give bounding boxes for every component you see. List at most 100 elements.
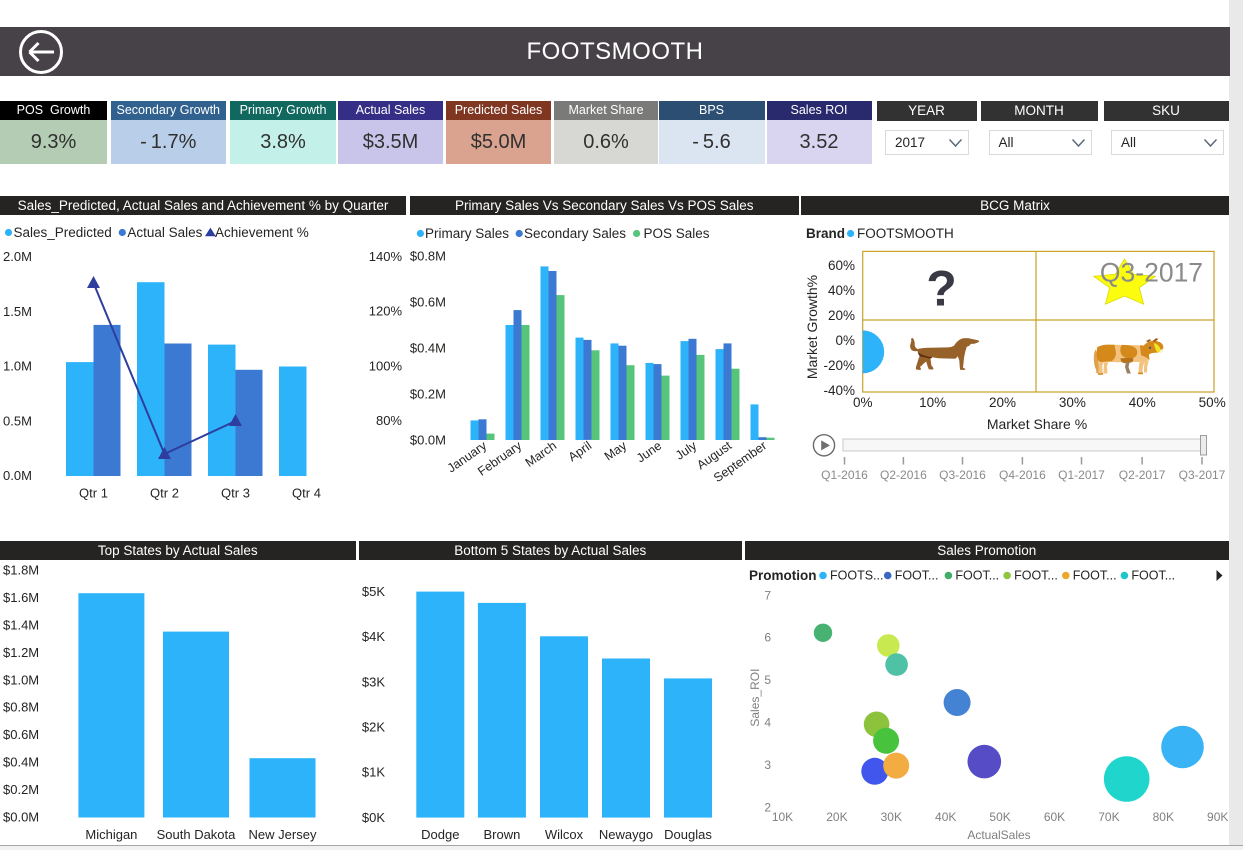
- svg-text:Q1-2017: Q1-2017: [1058, 468, 1105, 482]
- svg-text:$0K: $0K: [362, 810, 385, 825]
- svg-text:$0.0M: $0.0M: [3, 810, 39, 825]
- svg-text:20%: 20%: [989, 395, 1016, 410]
- svg-text:New Jersey: New Jersey: [249, 827, 317, 842]
- svg-text:80K: 80K: [1153, 810, 1174, 824]
- svg-text:50K: 50K: [989, 810, 1010, 824]
- svg-text:40%: 40%: [828, 283, 855, 298]
- svg-text:Sales_ROI: Sales_ROI: [748, 669, 762, 727]
- svg-text:Q3-2016: Q3-2016: [939, 468, 986, 482]
- svg-text:30%: 30%: [1059, 395, 1086, 410]
- svg-text:$0.8M: $0.8M: [3, 700, 39, 715]
- svg-text:Wilcox: Wilcox: [545, 827, 584, 842]
- svg-text:120%: 120%: [369, 304, 403, 319]
- svg-text:Sales_Predicted: Sales_Predicted: [14, 225, 112, 240]
- svg-text:2: 2: [764, 800, 771, 814]
- svg-text:$0.8M: $0.8M: [410, 249, 446, 264]
- svg-text:20%: 20%: [828, 308, 855, 323]
- svg-text:Douglas: Douglas: [664, 827, 712, 842]
- svg-text:80%: 80%: [376, 413, 402, 428]
- svg-text:Q3-2017: Q3-2017: [1179, 468, 1226, 482]
- svg-text:Market Share %: Market Share %: [987, 416, 1087, 432]
- svg-text:Qtr 1: Qtr 1: [79, 486, 108, 501]
- svg-text:Market Growth%: Market Growth%: [804, 275, 820, 379]
- svg-text:Dodge: Dodge: [421, 827, 459, 842]
- svg-text:Michigan: Michigan: [85, 827, 137, 842]
- svg-text:?: ?: [926, 261, 957, 317]
- svg-text:-20%: -20%: [823, 358, 855, 373]
- svg-text:40%: 40%: [1129, 395, 1156, 410]
- svg-text:Q4-2016: Q4-2016: [999, 468, 1046, 482]
- svg-text:20K: 20K: [826, 810, 847, 824]
- svg-text:5: 5: [764, 673, 771, 687]
- svg-text:FOOT...: FOOT...: [1073, 569, 1117, 583]
- svg-text:1.5M: 1.5M: [3, 304, 32, 319]
- svg-text:$0.0M: $0.0M: [410, 433, 446, 448]
- svg-text:140%: 140%: [369, 249, 403, 264]
- svg-text:April: April: [566, 438, 595, 464]
- svg-text:$1.4M: $1.4M: [3, 617, 39, 632]
- svg-text:$4K: $4K: [362, 629, 385, 644]
- svg-text:FOOT...: FOOT...: [1131, 569, 1175, 583]
- svg-text:90K: 90K: [1207, 810, 1228, 824]
- svg-text:Q1-2016: Q1-2016: [821, 468, 868, 482]
- svg-text:Qtr 2: Qtr 2: [150, 486, 179, 501]
- svg-text:POS Sales: POS Sales: [644, 226, 710, 241]
- svg-text:$2K: $2K: [362, 720, 385, 735]
- svg-text:6: 6: [764, 631, 771, 645]
- svg-text:Newaygo: Newaygo: [599, 827, 653, 842]
- svg-text:FOOT...: FOOT...: [955, 569, 999, 583]
- svg-text:May: May: [602, 438, 630, 463]
- svg-text:June: June: [634, 438, 664, 465]
- svg-text:0%: 0%: [853, 395, 873, 410]
- svg-text:Actual Sales: Actual Sales: [127, 225, 202, 240]
- svg-text:60K: 60K: [1044, 810, 1065, 824]
- svg-text:$0.2M: $0.2M: [3, 782, 39, 797]
- svg-text:10K: 10K: [772, 810, 793, 824]
- svg-text:Qtr 4: Qtr 4: [292, 486, 321, 501]
- svg-text:March: March: [523, 438, 560, 469]
- svg-text:Brown: Brown: [483, 827, 520, 842]
- svg-text:FOOTSMOOTH: FOOTSMOOTH: [857, 226, 954, 241]
- svg-text:50%: 50%: [1199, 395, 1226, 410]
- svg-text:ActualSales: ActualSales: [967, 828, 1030, 842]
- svg-text:Promotion: Promotion: [749, 568, 817, 583]
- svg-text:$0.6M: $0.6M: [3, 727, 39, 742]
- svg-text:1.0M: 1.0M: [3, 359, 32, 374]
- svg-text:Achievement %: Achievement %: [215, 225, 309, 240]
- svg-text:2.0M: 2.0M: [3, 249, 32, 264]
- svg-text:10%: 10%: [919, 395, 946, 410]
- svg-text:70K: 70K: [1098, 810, 1119, 824]
- svg-text:Q3-2017: Q3-2017: [1100, 258, 1203, 288]
- svg-text:Qtr 3: Qtr 3: [221, 486, 250, 501]
- svg-text:$1K: $1K: [362, 765, 385, 780]
- svg-text:FOOTS...: FOOTS...: [830, 569, 883, 583]
- svg-text:3: 3: [764, 758, 771, 772]
- svg-text:$3K: $3K: [362, 674, 385, 689]
- svg-text:Q2-2017: Q2-2017: [1119, 468, 1166, 482]
- svg-text:0%: 0%: [835, 333, 855, 348]
- svg-text:$1.2M: $1.2M: [3, 645, 39, 660]
- svg-text:Brand: Brand: [806, 226, 845, 241]
- svg-text:$0.6M: $0.6M: [410, 295, 446, 310]
- svg-text:FOOT...: FOOT...: [1014, 569, 1058, 583]
- svg-text:7: 7: [764, 588, 771, 602]
- svg-text:$1.8M: $1.8M: [3, 563, 39, 578]
- svg-text:Primary Sales: Primary Sales: [425, 226, 509, 241]
- svg-text:$1.6M: $1.6M: [3, 590, 39, 605]
- svg-text:4: 4: [764, 716, 771, 730]
- svg-text:0.0M: 0.0M: [3, 468, 32, 483]
- svg-text:40K: 40K: [935, 810, 956, 824]
- svg-text:$5K: $5K: [362, 584, 385, 599]
- svg-text:$0.2M: $0.2M: [410, 387, 446, 402]
- svg-text:-40%: -40%: [823, 383, 855, 398]
- svg-text:Q2-2016: Q2-2016: [880, 468, 927, 482]
- svg-text:FOOT...: FOOT...: [895, 569, 939, 583]
- svg-text:60%: 60%: [828, 258, 855, 273]
- svg-text:0.5M: 0.5M: [3, 413, 32, 428]
- svg-text:100%: 100%: [369, 358, 403, 373]
- svg-text:South Dakota: South Dakota: [157, 827, 237, 842]
- svg-text:Secondary Sales: Secondary Sales: [524, 226, 626, 241]
- svg-text:$0.4M: $0.4M: [3, 755, 39, 770]
- svg-text:30K: 30K: [881, 810, 902, 824]
- svg-text:$0.4M: $0.4M: [410, 341, 446, 356]
